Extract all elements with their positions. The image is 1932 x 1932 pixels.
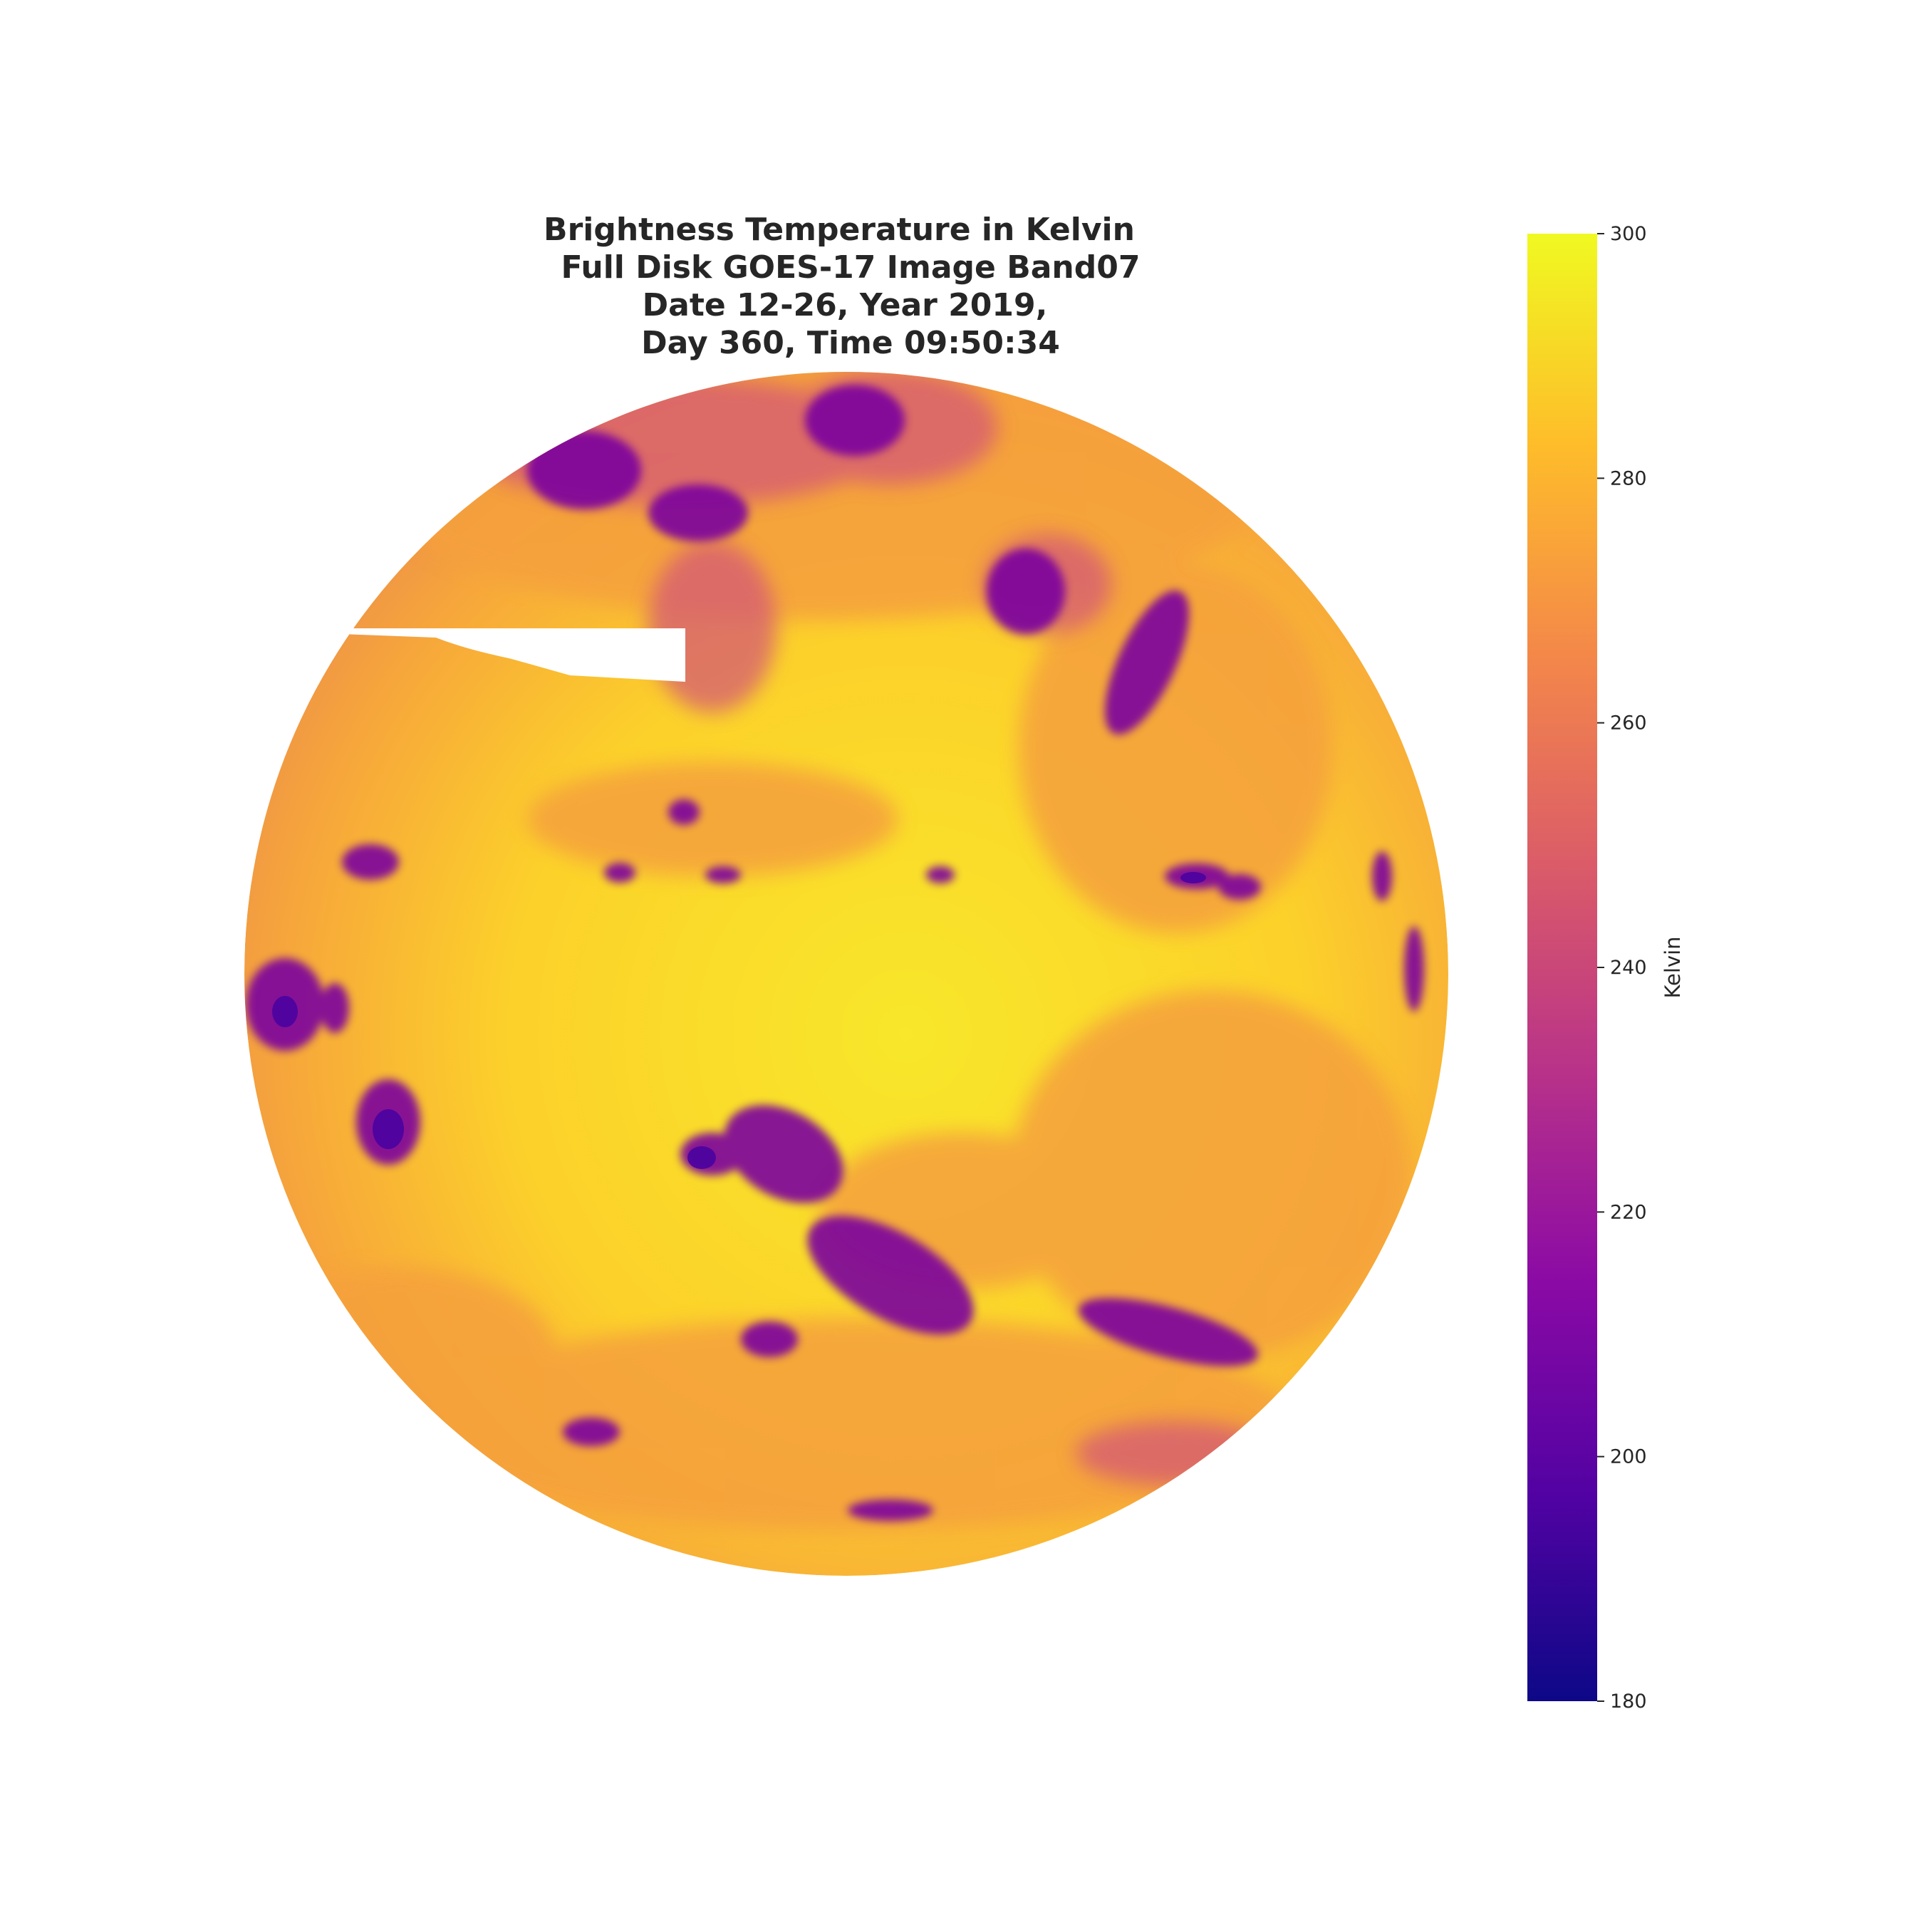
title-line-3: Date 12-26, Year 2019, xyxy=(643,287,1048,323)
colorbar-ticks: 180 200 220 240 260 280 300 xyxy=(1597,223,1647,1713)
colorbar-label: Kelvin xyxy=(1661,936,1685,998)
missing-data-gap xyxy=(436,628,685,681)
title-line-2: Full Disk GOES-17 Image Band07 xyxy=(561,249,1141,286)
colorbar-tick-label: 180 xyxy=(1610,1690,1647,1713)
colorbar-tick-label: 300 xyxy=(1610,223,1647,245)
colorbar-tick-label: 200 xyxy=(1610,1446,1647,1468)
colorbar-tick-label: 260 xyxy=(1610,712,1647,734)
full-disk-image xyxy=(244,372,1448,1576)
title-line-4: Day 360, Time 09:50:34 xyxy=(641,325,1060,361)
colorbar-tick-label: 240 xyxy=(1610,957,1647,979)
colorbar: 180 200 220 240 260 280 300 Kelvin xyxy=(1527,223,1685,1713)
colorbar-gradient xyxy=(1527,234,1597,1701)
colorbar-tick-label: 280 xyxy=(1610,467,1647,489)
title-line-1: Brightness Temperature in Kelvin xyxy=(544,212,1135,248)
chart-title: Brightness Temperature in Kelvin Full Di… xyxy=(544,212,1140,361)
colorbar-tick-label: 220 xyxy=(1610,1201,1647,1223)
